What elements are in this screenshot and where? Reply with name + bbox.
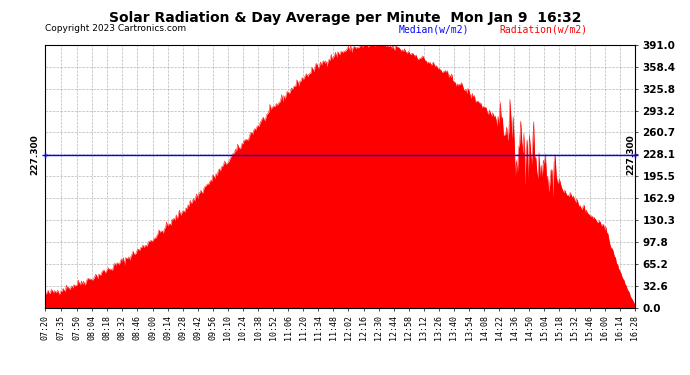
Text: 227.300: 227.300 (626, 135, 635, 175)
Text: Median(w/m2): Median(w/m2) (399, 24, 469, 34)
Text: Solar Radiation & Day Average per Minute  Mon Jan 9  16:32: Solar Radiation & Day Average per Minute… (109, 11, 581, 25)
Text: Radiation(w/m2): Radiation(w/m2) (499, 24, 587, 34)
Text: Copyright 2023 Cartronics.com: Copyright 2023 Cartronics.com (45, 24, 186, 33)
Text: 227.300: 227.300 (30, 135, 39, 175)
